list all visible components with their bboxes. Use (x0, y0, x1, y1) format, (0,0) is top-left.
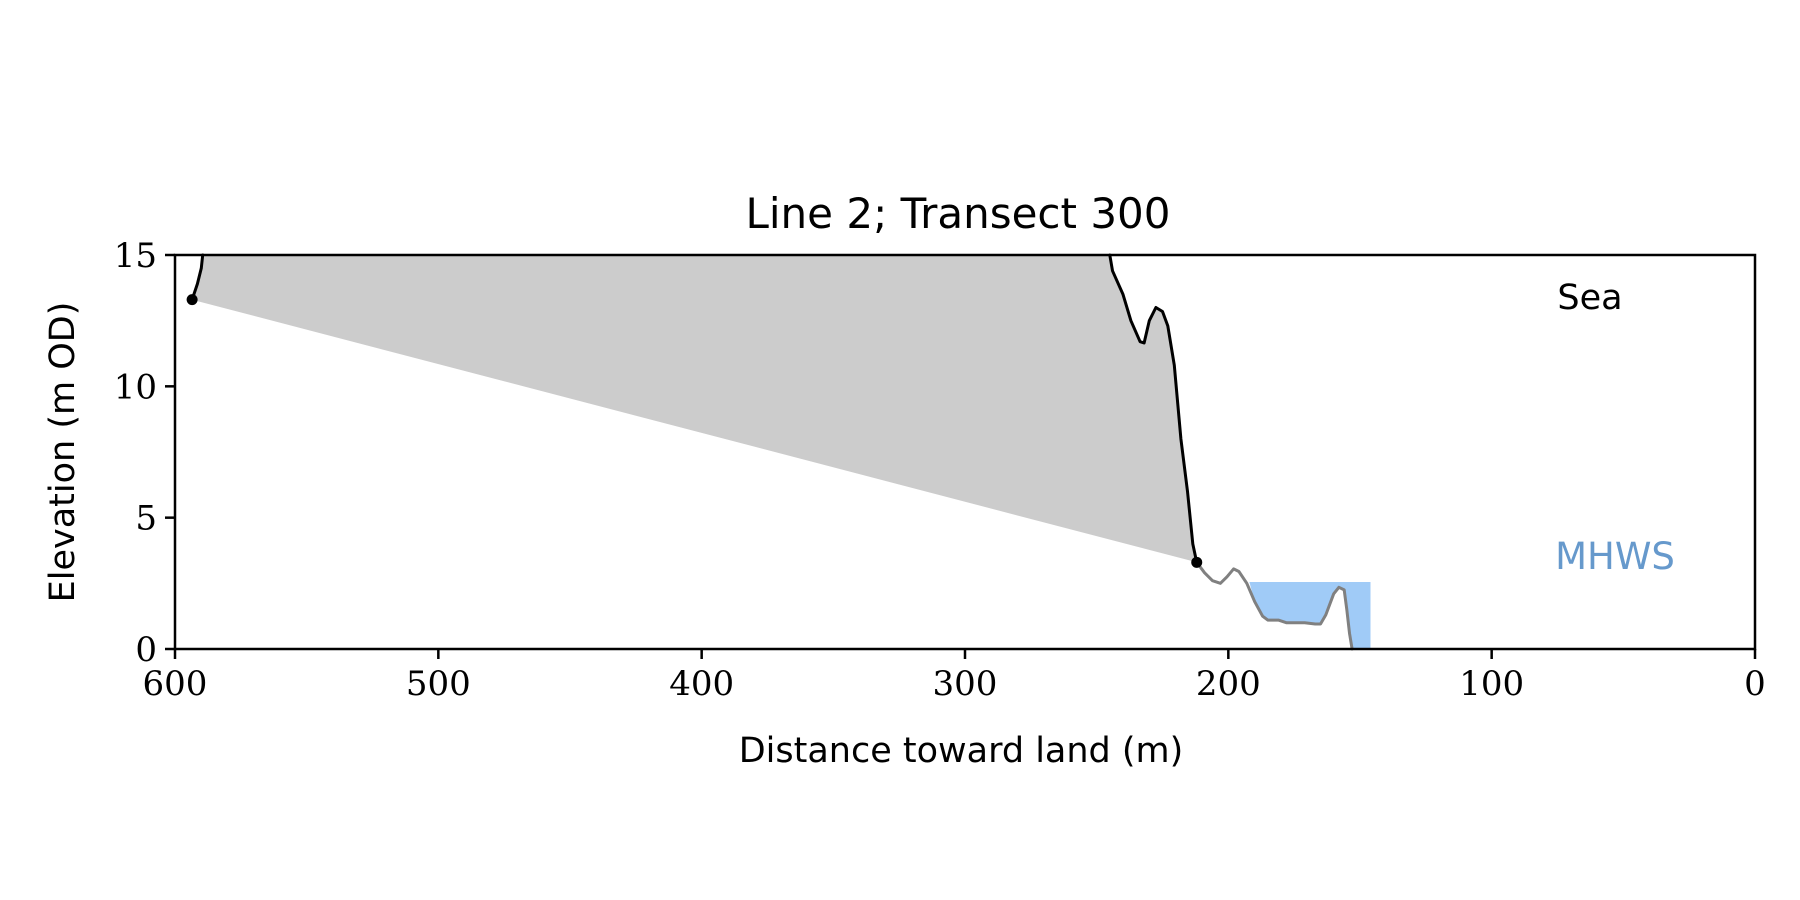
y-tick-label: 0 (135, 630, 157, 670)
mhws-label: MHWS (1555, 535, 1675, 578)
x-tick-label: 100 (1459, 664, 1524, 704)
x-tick-label: 0 (1744, 664, 1766, 704)
x-tick-label: 600 (143, 664, 208, 704)
y-tick-label: 10 (114, 367, 157, 407)
profile-marker-2 (1191, 556, 1203, 568)
x-tick-label: 500 (406, 664, 471, 704)
y-tick-label: 15 (114, 236, 157, 276)
x-tick-label: 400 (669, 664, 734, 704)
profile-upper-line (190, 253, 205, 302)
profile-cliff-line (1108, 253, 1199, 564)
eroded-area (192, 255, 1197, 563)
chart-title: Line 2; Transect 300 (745, 189, 1170, 238)
mhws-water-band (1249, 582, 1371, 649)
axes: 600 500 400 300 200 100 0 0 5 10 15 (114, 236, 1766, 704)
x-tick-label: 200 (1196, 664, 1261, 704)
x-tick-label: 300 (933, 664, 998, 704)
x-axis-label: Distance toward land (m) (739, 731, 1184, 771)
y-axis-label: Elevation (m OD) (43, 302, 83, 603)
sea-label: Sea (1557, 278, 1622, 318)
profile-lower-line (1195, 560, 1354, 651)
profile-marker-1 (186, 294, 198, 306)
y-tick-label: 5 (135, 499, 157, 539)
plot-area: Sea MHWS (186, 253, 1675, 651)
